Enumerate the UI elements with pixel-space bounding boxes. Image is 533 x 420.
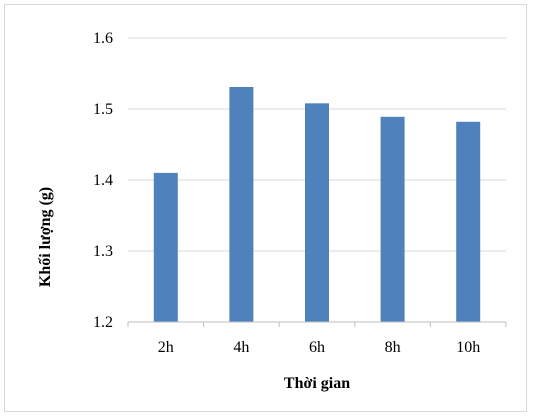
bars	[153, 86, 481, 323]
chart-area	[4, 4, 527, 412]
x-axis-title: Thời gian	[284, 375, 350, 392]
x-tick-label: 2h	[158, 339, 174, 356]
y-tick-label: 1.2	[93, 314, 113, 331]
bar-6h	[305, 103, 329, 322]
bar-10h	[456, 121, 481, 322]
y-axis-title: Khối lượng (g)	[37, 187, 54, 287]
y-tick-label: 1.5	[93, 101, 113, 118]
bar-2h	[153, 172, 178, 322]
x-tick-label: 6h	[309, 339, 325, 356]
y-tick-label: 1.4	[93, 172, 113, 189]
y-tick-label: 1.3	[93, 243, 113, 260]
x-tick-label: 10h	[456, 339, 480, 356]
x-tick-labels: 2h 4h 6h 8h 10h	[158, 339, 480, 356]
bar-4h	[229, 86, 254, 323]
bar-8h	[380, 116, 405, 322]
x-tick-label: 4h	[233, 339, 249, 356]
axes	[127, 321, 507, 327]
y-tick-labels: 1.2 1.3 1.4 1.5 1.6	[93, 30, 113, 331]
x-tick-label: 8h	[385, 339, 401, 356]
y-tick-label: 1.6	[93, 30, 113, 47]
